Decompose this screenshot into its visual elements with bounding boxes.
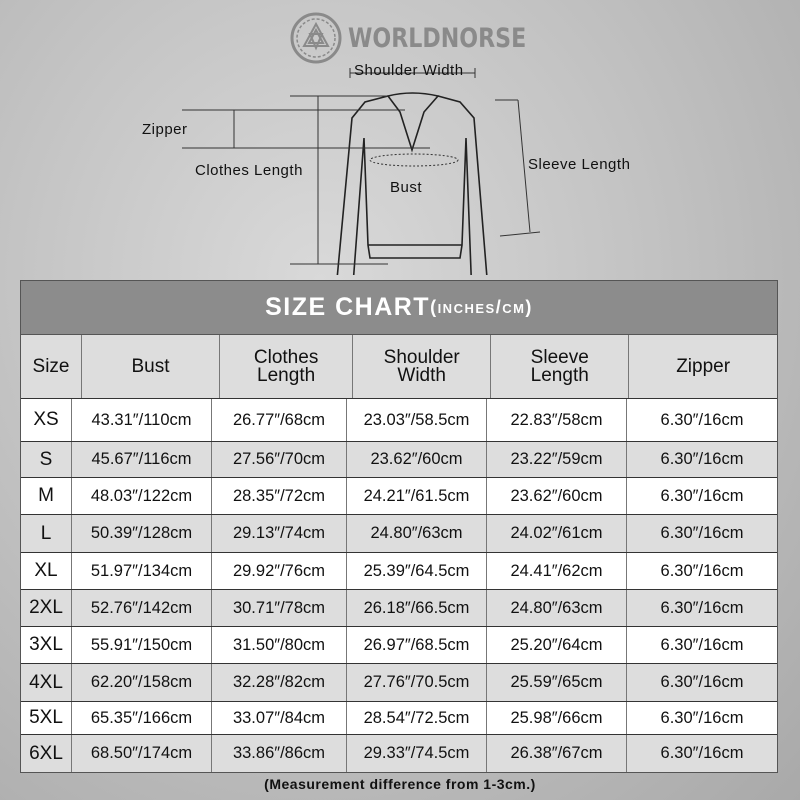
cell-sleeve-length: 26.38″/67cm <box>487 735 627 772</box>
cell-size: XL <box>21 553 72 589</box>
cell-sleeve-length: 24.02″/61cm <box>487 515 627 552</box>
cell-shoulder-width: 29.33″/74.5cm <box>347 735 487 772</box>
table-row: M 48.03″/122cm 28.35″/72cm 24.21″/61.5cm 23.… <box>21 478 777 515</box>
cell-sleeve-length: 23.22″/59cm <box>487 442 627 477</box>
cell-shoulder-width: 24.80″/63cm <box>347 515 487 552</box>
cell-shoulder-width: 23.62″/60cm <box>347 442 487 477</box>
cell-zipper: 6.30″/16cm <box>660 450 744 468</box>
title-text: SIZE CHART <box>265 293 431 321</box>
brand-name: WORLDNORSE <box>348 22 527 54</box>
cell-sleeve-length: 25.20″/64cm <box>487 627 627 663</box>
zipper-label: Zipper <box>142 121 188 138</box>
cell-shoulder-width: 27.76″/70.5cm <box>347 664 487 701</box>
cell-clothes-length: 33.07″/84cm <box>212 702 347 734</box>
brand-logo: WORLDNORSE <box>290 12 565 64</box>
table-row: L 50.39″/128cm 29.13″/74cm 24.80″/63cm 24.02… <box>21 515 777 553</box>
cell-size: S <box>21 442 72 477</box>
cell-clothes-length: 31.50″/80cm <box>212 627 347 663</box>
bust-label: Bust <box>390 179 423 196</box>
cell-size: 4XL <box>21 664 72 701</box>
header-zipper: Zipper <box>676 355 731 377</box>
cell-size: XS <box>21 399 72 441</box>
cell-size: 2XL <box>21 590 72 626</box>
cell-shoulder-width: 28.54″/72.5cm <box>347 702 487 734</box>
cell-clothes-length: 32.28″/82cm <box>212 664 347 701</box>
table-row: 5XL 65.35″/166cm 33.07″/84cm 28.54″/72.5cm 2… <box>21 702 777 735</box>
cell-zipper: 6.30″/16cm <box>660 524 744 542</box>
cell-clothes-length: 29.13″/74cm <box>212 515 347 552</box>
valknut-logo-icon <box>290 12 342 64</box>
cell-zipper: 6.30″/16cm <box>660 635 744 654</box>
table-row: XS 43.31″/110cm 26.77″/68cm 23.03″/58.5cm 22… <box>21 399 777 442</box>
cell-sleeve-length: 22.83″/58cm <box>487 399 627 441</box>
cell-zipper: 6.30″/16cm <box>660 744 744 762</box>
cell-bust: 43.31″/110cm <box>72 399 212 441</box>
table-row: 6XL 68.50″/174cm 33.86″/86cm 29.33″/74.5cm 2… <box>21 735 777 772</box>
cell-size: L <box>21 515 72 552</box>
cell-size: 6XL <box>21 735 72 772</box>
sleeve-length-label: Sleeve Length <box>528 156 631 173</box>
table-row: 3XL 55.91″/150cm 31.50″/80cm 26.97″/68.5cm 2… <box>21 627 777 664</box>
cell-clothes-length: 29.92″/76cm <box>212 553 347 589</box>
cell-bust: 55.91″/150cm <box>72 627 212 663</box>
cell-size: 3XL <box>21 627 72 663</box>
hoodie-outline-icon <box>182 68 541 275</box>
cell-shoulder-width: 26.97″/68.5cm <box>347 627 487 663</box>
cell-zipper: 6.30″/16cm <box>660 598 744 617</box>
title-units: (inches/cm) <box>430 297 533 317</box>
cell-sleeve-length: 24.80″/63cm <box>487 590 627 626</box>
cell-size: M <box>21 478 72 514</box>
cell-sleeve-length: 23.62″/60cm <box>487 478 627 514</box>
cell-bust: 48.03″/122cm <box>72 478 212 514</box>
table-row: 4XL 62.20″/158cm 32.28″/82cm 27.76″/70.5cm 2… <box>21 664 777 702</box>
cell-size: 5XL <box>21 702 72 734</box>
cell-clothes-length: 33.86″/86cm <box>212 735 347 772</box>
cell-sleeve-length: 25.59″/65cm <box>487 664 627 701</box>
header-bust: Bust <box>82 335 221 398</box>
cell-bust: 65.35″/166cm <box>72 702 212 734</box>
cell-shoulder-width: 24.21″/61.5cm <box>347 478 487 514</box>
cell-zipper: 6.30″/16cm <box>660 561 744 580</box>
size-chart-title: SIZE CHART (inches/cm) <box>21 281 777 335</box>
table-body: XS 43.31″/110cm 26.77″/68cm 23.03″/58.5cm 22… <box>21 399 777 772</box>
cell-shoulder-width: 23.03″/58.5cm <box>347 399 487 441</box>
cell-shoulder-width: 26.18″/66.5cm <box>347 590 487 626</box>
cell-clothes-length: 30.71″/78cm <box>212 590 347 626</box>
cell-bust: 52.76″/142cm <box>72 590 212 626</box>
size-chart-table: SIZE CHART (inches/cm) Size Bust Clothes … <box>20 280 778 773</box>
header-shoulder-width: Shoulder Width <box>353 335 492 398</box>
cell-zipper: 6.30″/16cm <box>660 486 744 505</box>
cell-bust: 45.67″/116cm <box>72 442 212 477</box>
cell-sleeve-length: 24.41″/62cm <box>487 553 627 589</box>
cell-zipper: 6.30″/16cm <box>660 410 744 429</box>
table-row: 2XL 52.76″/142cm 30.71″/78cm 26.18″/66.5cm 2… <box>21 590 777 627</box>
cell-clothes-length: 28.35″/72cm <box>212 478 347 514</box>
cell-clothes-length: 27.56″/70cm <box>212 442 347 477</box>
cell-bust: 51.97″/134cm <box>72 553 212 589</box>
cell-shoulder-width: 25.39″/64.5cm <box>347 553 487 589</box>
shoulder-width-label: Shoulder Width <box>354 62 464 79</box>
header-clothes-length: Clothes Length <box>220 335 354 398</box>
cell-bust: 62.20″/158cm <box>72 664 212 701</box>
cell-bust: 68.50″/174cm <box>72 735 212 772</box>
cell-bust: 50.39″/128cm <box>72 515 212 552</box>
clothes-length-label: Clothes Length <box>195 162 303 179</box>
header-sleeve-length: Sleeve Length <box>491 335 630 398</box>
cell-zipper: 6.30″/16cm <box>660 673 744 691</box>
measurement-note: (Measurement difference from 1-3cm.) <box>264 776 536 792</box>
header-size: Size <box>21 335 82 398</box>
cell-sleeve-length: 25.98″/66cm <box>487 702 627 734</box>
table-header-row: Size Bust Clothes Length Shoulder Width … <box>21 335 777 399</box>
cell-zipper: 6.30″/16cm <box>660 708 744 727</box>
cell-clothes-length: 26.77″/68cm <box>212 399 347 441</box>
measurement-diagram: Shoulder Width Zipper Clothes Length Bus… <box>0 60 800 275</box>
table-row: XL 51.97″/134cm 29.92″/76cm 25.39″/64.5cm 24… <box>21 553 777 590</box>
table-row: S 45.67″/116cm 27.56″/70cm 23.62″/60cm 23.22… <box>21 442 777 478</box>
